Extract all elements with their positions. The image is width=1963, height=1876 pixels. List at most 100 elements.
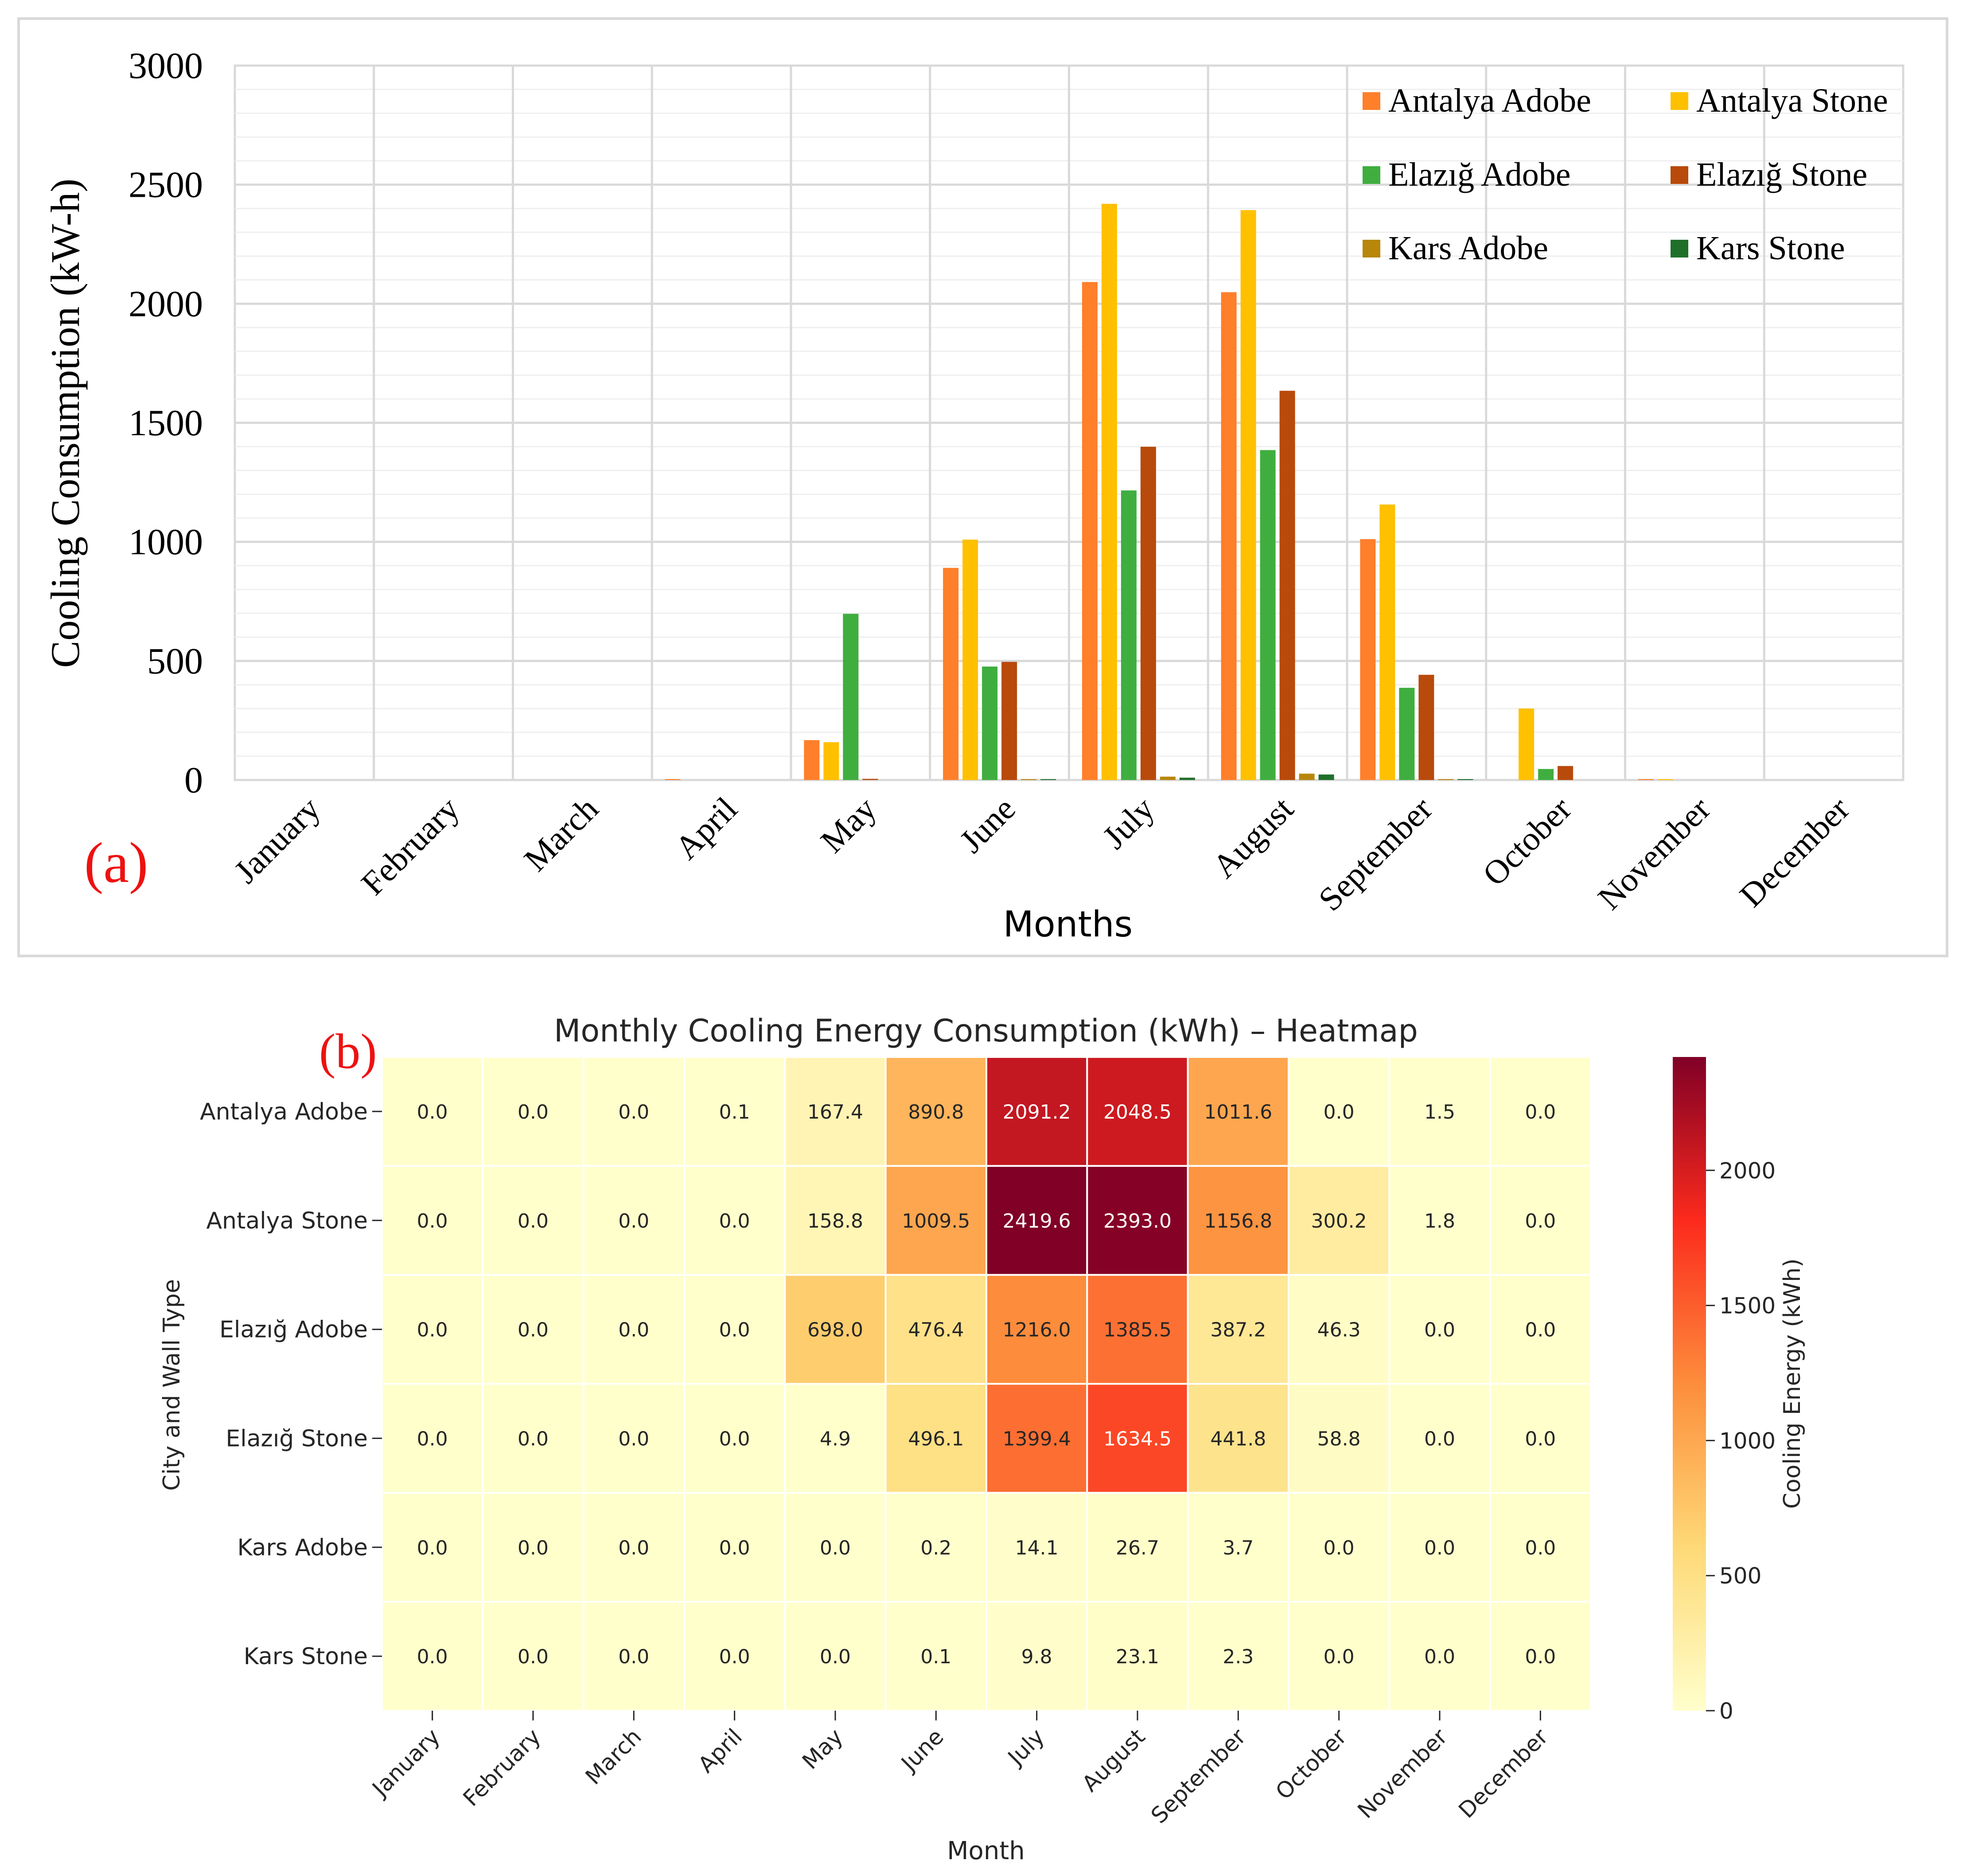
heatmap-cell xyxy=(1388,1383,1491,1494)
heatmap-cell-value: 0.0 xyxy=(618,1427,649,1450)
heatmap-cell-value: 0.0 xyxy=(719,1210,750,1232)
heatmap-cell-value: 26.7 xyxy=(1116,1537,1159,1559)
bar xyxy=(1040,779,1056,780)
legend-label: Kars Adobe xyxy=(1388,230,1548,267)
heatmap-cell-value: 300.2 xyxy=(1311,1210,1367,1232)
panel-label-a: (a) xyxy=(84,831,148,895)
bar xyxy=(1140,447,1156,780)
heatmap-cell-value: 698.0 xyxy=(807,1319,863,1342)
bar xyxy=(1082,282,1098,780)
heatmap-cell xyxy=(582,1165,685,1276)
colorbar-label: Cooling Energy (kWh) xyxy=(1779,1259,1806,1509)
bar xyxy=(1279,390,1295,780)
heatmap-cell-value: 0.0 xyxy=(518,1101,549,1123)
heatmap-cell-value: 0.0 xyxy=(518,1427,549,1450)
heatmap-cell-value: 0.0 xyxy=(1525,1210,1556,1232)
heatmap-cell-value: 3.7 xyxy=(1223,1537,1254,1559)
heatmap-cell-value: 1.8 xyxy=(1424,1210,1455,1232)
heatmap-cell-value: 0.1 xyxy=(719,1101,750,1123)
heatmap-cell-value: 0.0 xyxy=(1424,1319,1455,1342)
heatmap-cell-value: 0.0 xyxy=(1424,1646,1455,1668)
heatmap-cell-value: 0.0 xyxy=(618,1319,649,1342)
heatmap-cell-value: 0.0 xyxy=(618,1537,649,1559)
heatmap-cell xyxy=(1086,1492,1189,1603)
y-tick-label: 1000 xyxy=(129,522,203,563)
bar xyxy=(1021,779,1037,780)
bar xyxy=(1399,687,1415,780)
legend-swatch xyxy=(1363,166,1380,184)
bar xyxy=(982,667,998,780)
legend-label: Kars Stone xyxy=(1696,230,1845,267)
heatmap-cell xyxy=(1086,1274,1189,1385)
bar xyxy=(1101,203,1117,780)
bar-series xyxy=(665,203,1673,780)
heatmap-cell-value: 158.8 xyxy=(807,1210,863,1232)
colorbar-tick-label: 500 xyxy=(1719,1563,1761,1589)
bar xyxy=(962,539,978,780)
heatmap-cell xyxy=(884,1601,987,1712)
heatmap-cell xyxy=(884,1492,987,1603)
heatmap-cell xyxy=(582,1492,685,1603)
heatmap-cell-value: 2048.5 xyxy=(1103,1101,1172,1123)
heatmap-cell-value: 0.0 xyxy=(417,1427,448,1450)
heatmap-cell-value: 23.1 xyxy=(1116,1646,1159,1668)
heatmap-cell-value: 0.0 xyxy=(1324,1646,1355,1668)
heatmap-cell xyxy=(784,1056,887,1167)
legend-label: Elazığ Adobe xyxy=(1388,156,1571,193)
bar xyxy=(1457,779,1473,780)
heatmap-cell-value: 0.0 xyxy=(518,1319,549,1342)
heatmap-cell-value: 1009.5 xyxy=(902,1210,970,1232)
heatmap-cell-value: 0.0 xyxy=(1324,1537,1355,1559)
heatmap-cell xyxy=(985,1492,1088,1603)
heatmap-cell-value: 0.0 xyxy=(719,1537,750,1559)
heatmap-cell xyxy=(1288,1274,1390,1385)
heatmap-cell xyxy=(1489,1492,1592,1603)
heatmap-cell-value: 1156.8 xyxy=(1204,1210,1272,1232)
heatmap-cell xyxy=(1489,1165,1592,1276)
heatmap-cell-value: 0.0 xyxy=(417,1537,448,1559)
bar-grid xyxy=(235,64,1903,781)
heatmap-cell-value: 0.0 xyxy=(618,1210,649,1232)
legend-label: Elazığ Stone xyxy=(1696,156,1867,193)
heatmap-cell-value: 0.0 xyxy=(417,1210,448,1232)
heatmap-cell-value: 58.8 xyxy=(1317,1427,1361,1450)
heatmap-cell-value: 167.4 xyxy=(807,1101,863,1123)
legend-swatch xyxy=(1671,240,1688,257)
y-tick-label: 3000 xyxy=(129,45,203,86)
heatmap-cell xyxy=(482,1601,584,1712)
legend-label: Antalya Stone xyxy=(1696,82,1888,119)
heatmap-cell xyxy=(683,1274,786,1385)
heatmap-cell xyxy=(1288,1492,1390,1603)
legend-swatch xyxy=(1363,240,1380,257)
heatmap-cell-value: 0.0 xyxy=(518,1537,549,1559)
colorbar-tick-label: 1000 xyxy=(1719,1428,1776,1454)
legend-swatch xyxy=(1363,92,1380,110)
colorbar-tick-label: 2000 xyxy=(1719,1158,1776,1184)
heatmap-cell-value: 14.1 xyxy=(1015,1537,1059,1559)
bar xyxy=(1519,708,1535,780)
heatmap-cell xyxy=(1388,1492,1491,1603)
heatmap-cell xyxy=(683,1056,786,1167)
heatmap-cell xyxy=(884,1383,987,1494)
bar xyxy=(1001,662,1017,780)
heatmap-cell xyxy=(1288,1383,1390,1494)
heatmap-cell xyxy=(683,1601,786,1712)
bar xyxy=(1538,769,1554,780)
heatmap-cell-value: 2393.0 xyxy=(1103,1210,1172,1232)
heatmap-cell-value: 0.0 xyxy=(719,1427,750,1450)
heatmap-cell-value: 387.2 xyxy=(1210,1319,1266,1342)
heatmap-cell xyxy=(381,1492,484,1603)
heatmap-title: Monthly Cooling Energy Consumption (kWh)… xyxy=(554,1013,1418,1049)
colorbar-ticks: 0 500 1000 1500 2000 xyxy=(1706,1158,1776,1724)
heatmap-cell-value: 0.0 xyxy=(719,1319,750,1342)
heatmap-cell-value: 0.2 xyxy=(920,1537,951,1559)
heatmap-cell-value: 0.0 xyxy=(417,1101,448,1123)
bar-y-ticks: 0 500 1000 1500 2000 2500 3000 xyxy=(129,45,203,801)
heatmap-cell-value: 4.9 xyxy=(820,1427,851,1450)
colorbar xyxy=(1673,1057,1706,1711)
y-tick-label: 2500 xyxy=(129,164,203,206)
heatmap-cell xyxy=(1187,1601,1290,1712)
bar xyxy=(1558,766,1574,780)
